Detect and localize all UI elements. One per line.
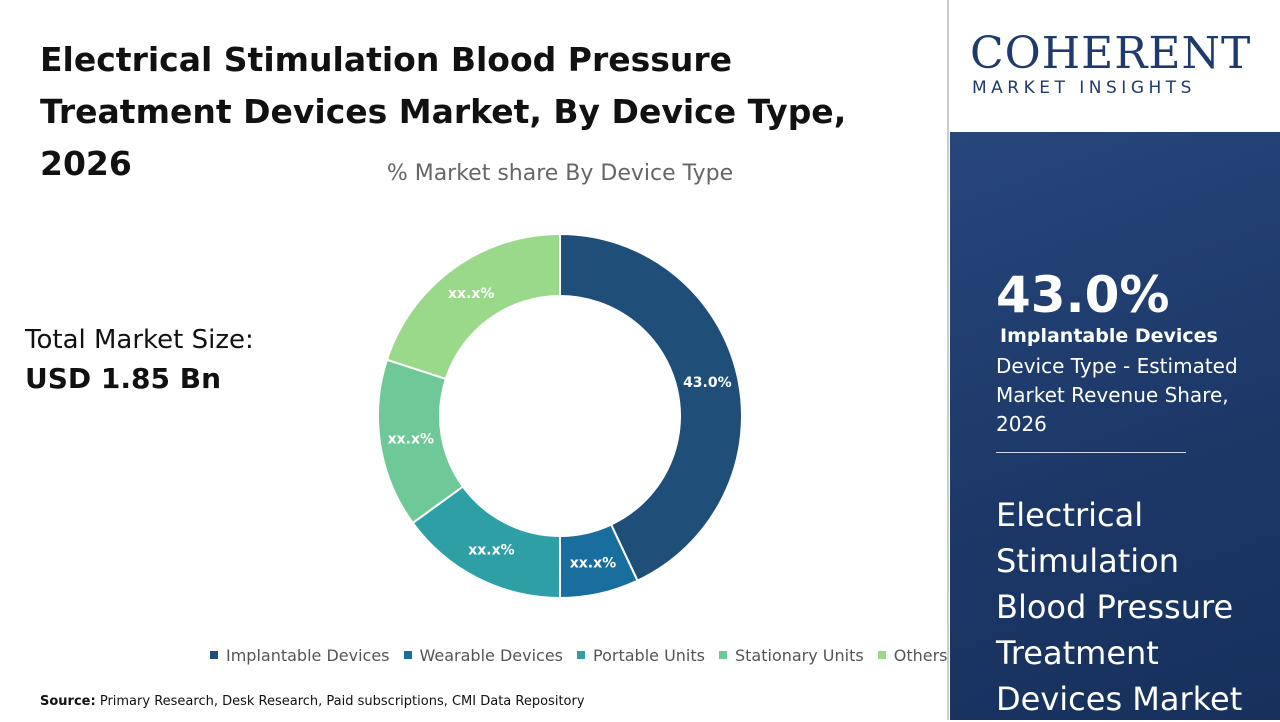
logo: COHERENT MARKET INSIGHTS xyxy=(950,0,1280,130)
logo-name: COHERENT xyxy=(970,28,1252,79)
legend-label: Portable Units xyxy=(593,646,705,665)
data-label: xx.x% xyxy=(448,286,494,302)
legend-label: Wearable Devices xyxy=(419,646,564,665)
chart: % Market share By Device Type 43.0% xx.x%… xyxy=(377,161,743,600)
page-title: Electrical Stimulation Blood Pressure Tr… xyxy=(40,40,847,183)
market-name: Electrical Stimulation Blood Pressure Tr… xyxy=(996,496,1243,718)
legend-item: Stationary Units xyxy=(718,646,864,665)
legend-item: Implantable Devices xyxy=(210,646,390,665)
legend-swatch xyxy=(577,651,586,659)
rule xyxy=(996,452,1186,453)
legend-label: Implantable Devices xyxy=(226,646,390,665)
market-size-value: USD 1.85 Bn xyxy=(25,362,221,395)
legend-item: Portable Units xyxy=(577,646,705,665)
highlight-segment: Implantable Devices xyxy=(1000,325,1218,347)
highlight-value: 43.0% xyxy=(996,266,1170,324)
data-label: xx.x% xyxy=(388,432,434,448)
legend-item: Others xyxy=(877,646,948,665)
source-label: Source: xyxy=(40,694,96,709)
source: Source: Primary Research, Desk Research,… xyxy=(40,694,585,709)
market-size-label: Total Market Size: xyxy=(25,325,254,355)
legend-swatch xyxy=(877,651,886,659)
slice xyxy=(385,232,561,381)
highlight-description: Device Type - Estimated Market Revenue S… xyxy=(996,354,1238,436)
data-label: xx.x% xyxy=(468,543,514,559)
divider xyxy=(947,0,949,720)
side-panel: 43.0% Implantable Devices Device Type - … xyxy=(950,132,1280,720)
legend-item: Wearable Devices xyxy=(403,646,564,665)
legend-swatch xyxy=(403,651,412,659)
data-label: xx.x% xyxy=(570,555,616,571)
legend-swatch xyxy=(210,651,218,659)
legend-label: Others xyxy=(893,646,948,665)
chart-title: % Market share By Device Type xyxy=(387,161,733,186)
source-text: Primary Research, Desk Research, Paid su… xyxy=(99,694,585,709)
legend-swatch xyxy=(718,651,727,659)
legend-label: Stationary Units xyxy=(734,646,864,665)
slice xyxy=(559,232,743,583)
legend: Implantable Devices Wearable Devices Porta… xyxy=(210,646,947,665)
logo-tagline: MARKET INSIGHTS xyxy=(972,78,1196,98)
data-label: 43.0% xyxy=(683,375,732,391)
